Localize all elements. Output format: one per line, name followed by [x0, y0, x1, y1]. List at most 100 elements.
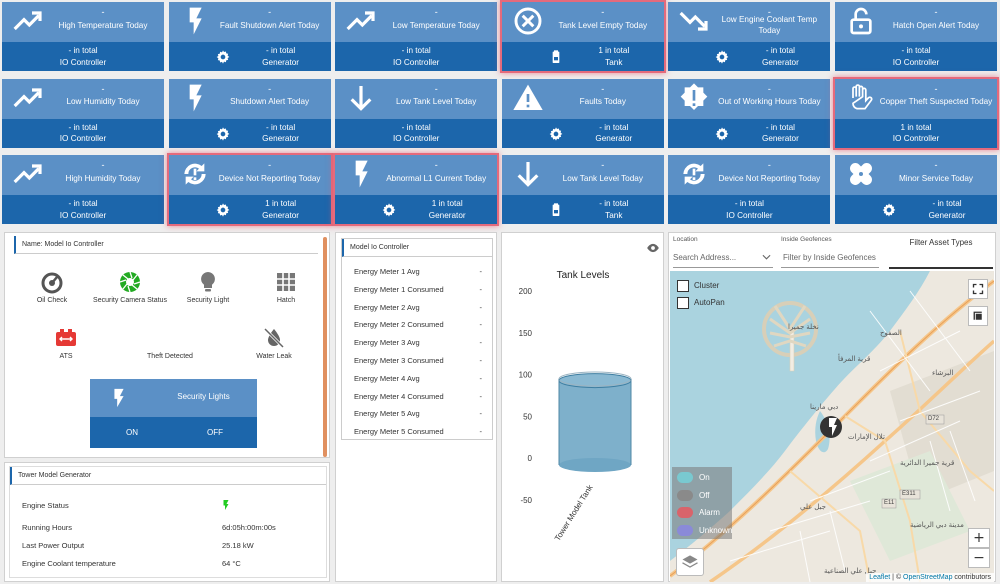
alert-tile[interactable]: - Low Tank Level Today - in total IO Contro…: [335, 78, 498, 148]
x-tick-label: Tower Model Tank: [553, 482, 595, 542]
legend-label: Unknown: [699, 525, 733, 535]
energy-meter-label: Energy Meter 4 Consumed: [354, 391, 444, 401]
cluster-toggle[interactable]: Cluster: [677, 279, 737, 293]
alert-tile-summary: - in total Generator: [564, 122, 664, 145]
layers-toggle-button[interactable]: [968, 306, 988, 326]
io-status-item[interactable]: Security Camera Status: [90, 270, 170, 304]
security-lights-on-button[interactable]: ON: [102, 423, 162, 443]
alert-tile-title: Hatch Open Alert Today: [892, 20, 980, 30]
tab-filter-asset-types-label: Filter Asset Types: [909, 238, 973, 247]
alert-tile[interactable]: - Shutdown Alert Today - in total Generator: [168, 78, 331, 148]
base-layers-button[interactable]: [676, 548, 704, 576]
alert-tile[interactable]: - Hatch Open Alert Today - in total IO Cont…: [835, 2, 997, 71]
alert-tile[interactable]: - Low Temperature Today - in total IO Contr…: [335, 2, 498, 71]
fullscreen-icon: [972, 283, 984, 295]
geofence-filter-input[interactable]: Filter by Inside Geofences: [781, 246, 879, 268]
alert-tile[interactable]: - Minor Service Today - in total Generator: [835, 155, 997, 224]
map-legend-item[interactable]: On: [677, 470, 710, 485]
alert-tile-dash: -: [268, 7, 272, 17]
alert-tile-source: Generator: [595, 134, 633, 143]
map-attribution: Leaflet | © OpenStreetMap contributors: [866, 573, 994, 582]
alert-tile-title: High Humidity Today: [65, 173, 141, 183]
alert-tile-dash: -: [101, 83, 105, 94]
location-search-input[interactable]: Search Address...: [673, 246, 773, 268]
frame-icon: [973, 311, 982, 320]
eye-icon[interactable]: [646, 241, 660, 253]
map-legend-item[interactable]: Alarm: [677, 505, 720, 520]
zoom-out-button[interactable]: −: [968, 548, 990, 568]
alert-tile[interactable]: - Out of Working Hours Today - in total Gen…: [668, 78, 831, 148]
alert-tile-title: Low Humidity Today: [66, 97, 140, 106]
alert-tile-count: - in total: [266, 122, 296, 132]
alert-tile[interactable]: - Low Tank Level Today - in total Tank: [501, 155, 664, 224]
lightning-bolt-icon: [345, 158, 377, 190]
alert-tile-source: Generator: [262, 210, 300, 220]
generator-row-label: Engine Status: [22, 501, 69, 510]
io-status-label: Oil Check: [36, 297, 68, 304]
alert-tile-title: Low Tank Level Today: [396, 97, 477, 106]
chevron-down-icon[interactable]: [762, 253, 771, 262]
alert-tile[interactable]: - Device Not Reporting Today - in total IO …: [668, 155, 831, 224]
io-panel-scrollbar[interactable]: [323, 237, 327, 457]
alert-tile[interactable]: - Abnormal L1 Current Today 1 in total Gene…: [335, 155, 498, 224]
cluster-checkbox[interactable]: [677, 280, 689, 292]
security-lights-off-button[interactable]: OFF: [185, 423, 245, 443]
lightning-bolt-icon: [179, 82, 211, 114]
io-status-item[interactable]: ATS: [26, 326, 106, 360]
io-status-item[interactable]: Water Leak: [234, 326, 314, 360]
fullscreen-button[interactable]: [968, 279, 988, 299]
map-legend-item[interactable]: Unknown: [677, 523, 732, 538]
zoom-in-button[interactable]: +: [968, 528, 990, 548]
alert-tile-count: - in total: [765, 46, 795, 55]
alert-tile[interactable]: - High Temperature Today - in total IO Cont…: [2, 2, 164, 71]
tank-cylinder[interactable]: [558, 371, 632, 472]
io-status-item[interactable]: Theft Detected: [130, 326, 210, 360]
grid-icon: [274, 270, 298, 294]
legend-swatch: [677, 507, 693, 518]
io-status-item[interactable]: Hatch: [246, 270, 326, 304]
alert-tile-summary: - in total Generator: [231, 122, 331, 145]
io-status-item[interactable]: Security Light: [168, 270, 248, 304]
alert-tile-title: Tank Level Empty Today: [558, 20, 648, 30]
energy-meter-label: Energy Meter 3 Avg: [354, 338, 420, 348]
energy-meter-value: -: [479, 284, 483, 294]
alert-tile[interactable]: - High Humidity Today - in total IO Control…: [2, 155, 164, 224]
map-legend-item[interactable]: Off: [677, 488, 710, 503]
autopan-toggle[interactable]: AutoPan: [677, 296, 737, 310]
stop-hand-icon: [845, 82, 877, 114]
energy-meter-label: Energy Meter 1 Consumed: [354, 284, 444, 294]
alert-tile-summary: - in total IO Controller: [835, 45, 997, 68]
alert-tile-summary: - in total IO Controller: [2, 122, 164, 145]
alert-tile[interactable]: - Fault Shutdown Alert Today - in total Gen…: [168, 2, 331, 71]
alert-tile-source: IO Controller: [892, 57, 940, 67]
leaflet-link[interactable]: Leaflet: [869, 574, 891, 581]
map-label-mourja: قرية المرفأ: [838, 356, 871, 363]
alert-tile-source: IO Controller: [726, 210, 773, 220]
alert-tile[interactable]: - Tank Level Empty Today 1 in total Tank: [501, 2, 664, 71]
lightning-bolt-icon: [108, 385, 130, 411]
alert-tile-summary: - in total IO Controller: [2, 198, 164, 221]
y-tick-label: 150: [519, 329, 533, 338]
alert-tile[interactable]: - Copper Theft Suspected Today 1 in total I…: [835, 78, 997, 148]
ats-switch-icon: [54, 326, 78, 350]
autopan-checkbox[interactable]: [677, 297, 689, 309]
alert-tile[interactable]: - Faults Today - in total Generator: [501, 78, 664, 148]
alert-tile[interactable]: - Low Humidity Today - in total IO Controll…: [2, 78, 164, 148]
map-view[interactable]: نخلة جميرا الصفوح قرية المرفأ دبي مارينا…: [670, 271, 994, 582]
alert-tile-source: Generator: [761, 134, 799, 143]
alert-tile-dash: -: [767, 160, 771, 170]
alert-tile-count: - in total: [734, 199, 764, 208]
io-status-item[interactable]: Oil Check: [12, 270, 92, 304]
openstreetmap-link[interactable]: OpenStreetMap: [903, 574, 953, 581]
io-status-label: ATS: [59, 353, 73, 360]
alert-tile[interactable]: - Low Engine Coolant Temp Today - in total…: [668, 2, 831, 71]
alert-tile-dash: -: [601, 83, 605, 94]
chart-title: Tank Levels: [557, 270, 610, 281]
map-label-e311: E311: [902, 491, 916, 497]
tab-filter-asset-types[interactable]: Filter Asset Types: [889, 233, 993, 269]
alert-tile-source: Generator: [928, 210, 966, 220]
alert-tile-dash: -: [268, 160, 272, 170]
alert-tile[interactable]: - Device Not Reporting Today 1 in total Gen…: [168, 155, 331, 224]
alert-tile-summary: - in total IO Controller: [335, 45, 497, 68]
alert-tile-count: - in total: [599, 122, 629, 132]
